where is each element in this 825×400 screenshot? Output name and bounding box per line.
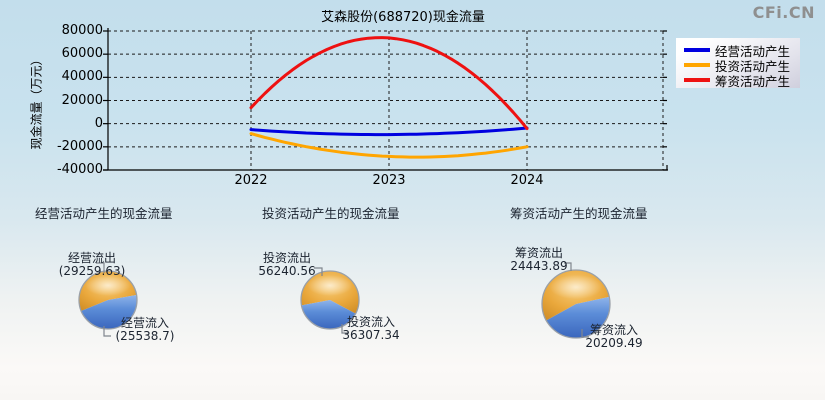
- legend-item: 经营活动产生: [684, 43, 800, 59]
- investing-outflow-label: 投资流出 56240.56: [242, 252, 332, 278]
- financing-inflow-label: 筹资流入 20209.49: [574, 324, 654, 350]
- inflow-value: 36307.34: [342, 328, 400, 342]
- operating-outflow-label: 经营流出 (29259.63): [36, 252, 148, 278]
- legend: 经营活动产生 投资活动产生 筹资活动产生: [676, 38, 800, 89]
- operating-inflow-label: 经营流入 (25538.7): [105, 317, 185, 343]
- legend-line-swatch: [684, 63, 710, 67]
- x-tick: 2024: [510, 173, 544, 188]
- outflow-name: 经营流出: [67, 251, 116, 265]
- y-tick: 40000: [61, 69, 103, 85]
- outflow-value: 56240.56: [258, 264, 316, 278]
- pie-section-title-investing: 投资活动产生的现金流量: [262, 206, 400, 221]
- y-tick: -20000: [56, 138, 103, 154]
- legend-label: 经营活动产生: [715, 43, 791, 59]
- inflow-name: 筹资流入: [589, 323, 638, 337]
- legend-item: 筹资活动产生: [684, 73, 800, 89]
- x-tick: 2023: [372, 173, 406, 188]
- legend-item: 投资活动产生: [684, 58, 800, 74]
- outflow-value: (29259.63): [58, 264, 126, 278]
- legend-line-swatch: [684, 48, 710, 52]
- legend-line-swatch: [684, 78, 710, 82]
- financing-outflow-label: 筹资流出 24443.89: [499, 247, 579, 273]
- inflow-name: 投资流入: [346, 315, 395, 329]
- investing-inflow-label: 投资流入 36307.34: [331, 316, 411, 342]
- inflow-value: 20209.49: [585, 336, 643, 350]
- y-tick: 60000: [61, 46, 103, 62]
- y-tick: -40000: [56, 162, 103, 177]
- outflow-name: 筹资流出: [514, 246, 563, 260]
- outflow-name: 投资流出: [262, 251, 311, 265]
- inflow-name: 经营流入: [120, 316, 169, 330]
- pie-section-title-financing: 筹资活动产生的现金流量: [510, 206, 648, 221]
- y-tick: 0: [94, 115, 103, 131]
- outflow-value: 24443.89: [510, 259, 568, 273]
- y-tick: 80000: [61, 23, 103, 38]
- y-axis-label: 现金流量（万元）: [29, 53, 44, 150]
- pie-section-title-operating: 经营活动产生的现金流量: [35, 206, 173, 221]
- inflow-value: (25538.7): [115, 329, 175, 343]
- cfi-logo: CFi.CN: [752, 3, 815, 22]
- chart-title: 艾森股份(688720)现金流量: [321, 10, 485, 25]
- x-tick: 2022: [234, 173, 268, 188]
- legend-label: 筹资活动产生: [715, 73, 791, 89]
- y-tick: 20000: [61, 92, 103, 108]
- legend-label: 投资活动产生: [715, 58, 791, 74]
